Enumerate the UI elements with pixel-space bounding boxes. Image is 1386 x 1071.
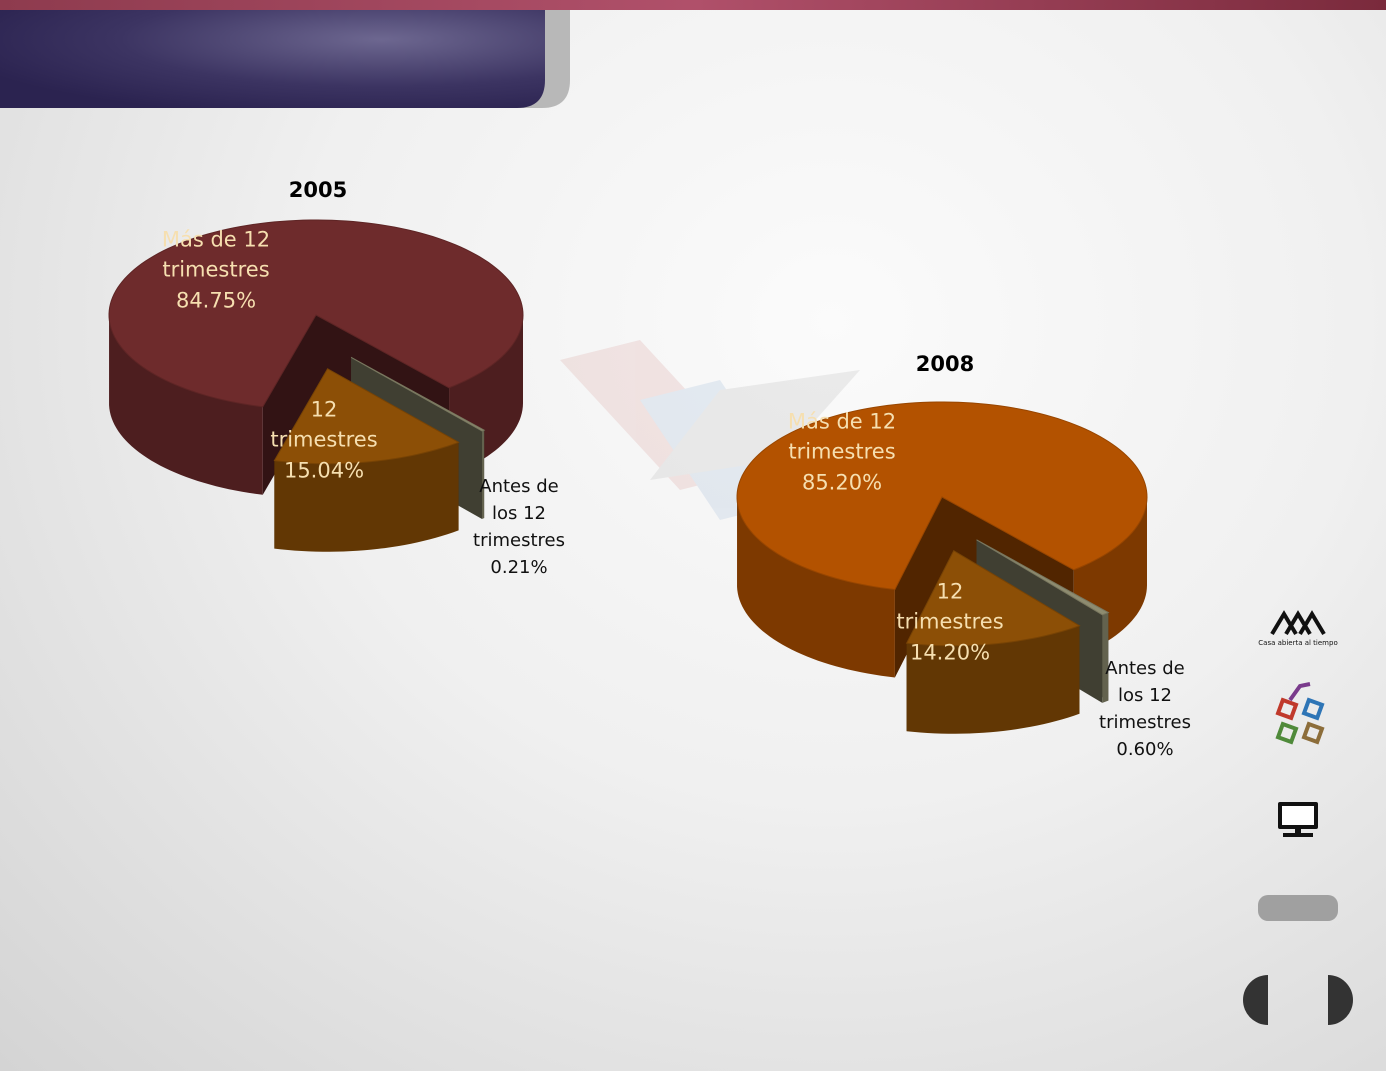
slice-label: 12 trimestres 14.20%	[888, 576, 1013, 667]
pie-slice	[350, 356, 486, 432]
slice-category: Más de 12 trimestres	[161, 227, 271, 282]
menu-button[interactable]	[1258, 895, 1338, 921]
slice-category: 12 trimestres	[896, 579, 1004, 634]
next-button[interactable]	[1328, 975, 1353, 1025]
slice-value: 14.20%	[909, 640, 991, 665]
slice-side	[894, 497, 942, 678]
slice-label: Más de 12 trimestres 84.75%	[154, 224, 279, 315]
pie-slice	[736, 401, 1148, 590]
slice-value: 85.20%	[801, 470, 883, 495]
slice-value: 0.60%	[1116, 739, 1174, 760]
slice-label: 12 trimestres 15.04%	[262, 394, 387, 485]
title-tab	[0, 10, 545, 108]
slice-wall	[482, 430, 485, 519]
prev-button[interactable]	[1243, 975, 1268, 1025]
monitor-icon	[1278, 802, 1318, 837]
pie-slice	[976, 539, 1110, 616]
slice-value: 15.04%	[283, 458, 365, 483]
slice-side	[262, 315, 316, 495]
slice-wall	[274, 442, 459, 552]
chart-title: 2005	[288, 178, 348, 202]
slice-category: 12 trimestres	[270, 397, 378, 452]
chart-title: 2008	[915, 352, 975, 376]
pie-slice	[108, 219, 524, 408]
logo-caption: Casa abierta al tiempo	[1258, 639, 1337, 647]
slice-category: Antes de los 12 trimestres	[473, 476, 565, 551]
slice-wall	[737, 498, 895, 678]
slice-value: 0.21%	[490, 557, 548, 578]
pie-slice	[273, 368, 460, 465]
slice-wall	[906, 625, 1080, 734]
slice-category: Antes de los 12 trimestres	[1099, 658, 1191, 733]
slice-wall	[1102, 612, 1109, 703]
slice-label: Antes de los 12 trimestres 0.60%	[1093, 655, 1198, 763]
slice-label: Antes de los 12 trimestres 0.21%	[467, 473, 572, 581]
sidebar: Casa abierta al tiempo	[1243, 610, 1353, 1025]
slice-label: Más de 12 trimestres 85.20%	[780, 406, 905, 497]
colorful-icon	[1275, 682, 1325, 745]
slice-category: Más de 12 trimestres	[787, 409, 897, 464]
logo-mark	[1270, 610, 1326, 636]
top-bar	[0, 0, 1386, 10]
pie-slice	[905, 550, 1081, 647]
slice-wall	[109, 317, 263, 495]
slice-value: 84.75%	[175, 288, 257, 313]
